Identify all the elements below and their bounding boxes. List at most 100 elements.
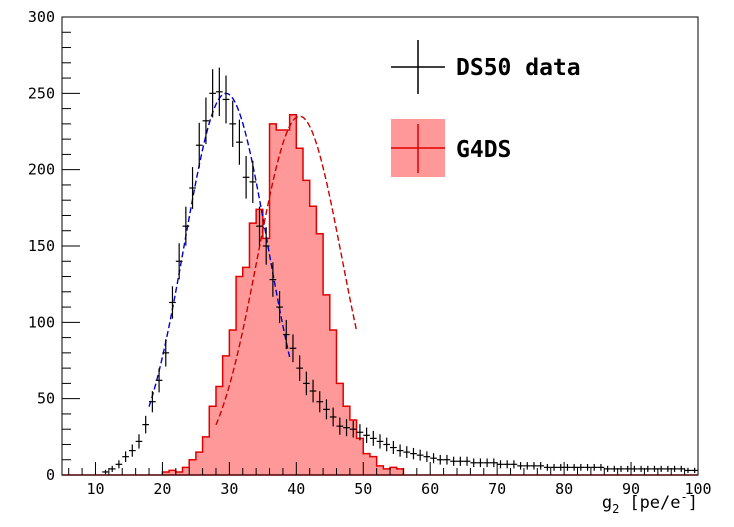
ds50-point bbox=[329, 407, 337, 427]
ds50-point bbox=[262, 227, 270, 265]
x-tick-label: 80 bbox=[555, 480, 573, 498]
ds50-point bbox=[537, 462, 545, 470]
ds50-point bbox=[383, 437, 391, 452]
ds50-point bbox=[289, 334, 297, 363]
ds50-point bbox=[202, 97, 210, 145]
ds50-point bbox=[416, 449, 424, 461]
y-tick-label: 200 bbox=[28, 161, 55, 179]
ds50-point bbox=[396, 444, 404, 457]
x-tick-label: 90 bbox=[622, 480, 640, 498]
ds50-point bbox=[651, 465, 658, 472]
ds50-point bbox=[517, 462, 524, 470]
ds50-point bbox=[544, 463, 551, 471]
ds50-point bbox=[463, 456, 471, 466]
ds50-point bbox=[677, 465, 685, 472]
x-tick-label: 10 bbox=[86, 480, 104, 498]
x-axis-title: g2 [pe/e-] bbox=[602, 490, 698, 516]
axes: 10 20 30 40 50 60 70 80 90 100 0 50 100 150 200 250 300 bbox=[28, 8, 712, 498]
ds50-point bbox=[570, 463, 578, 471]
ds50-point bbox=[149, 391, 156, 413]
plot-frame bbox=[61, 16, 699, 476]
x-tick-label: 50 bbox=[354, 480, 372, 498]
ds50-point bbox=[222, 75, 230, 124]
ds50-point bbox=[497, 460, 504, 469]
y-tick-label: 300 bbox=[28, 8, 55, 26]
ds50-point bbox=[564, 463, 571, 471]
legend-entry-ds50: DS50 data bbox=[391, 40, 581, 94]
ds50-point bbox=[597, 463, 605, 471]
ds50-point bbox=[617, 465, 625, 472]
ds50-point bbox=[336, 417, 344, 435]
legend-g4ds-label: G4DS bbox=[456, 137, 511, 163]
ds50-point bbox=[215, 67, 223, 116]
ds50-point bbox=[530, 462, 538, 470]
ds50-point bbox=[249, 160, 257, 204]
ds50-point bbox=[637, 465, 645, 472]
ds50-point bbox=[610, 465, 618, 472]
ds50-point bbox=[644, 465, 652, 472]
x-tick-label: 70 bbox=[488, 480, 506, 498]
ds50-point bbox=[363, 427, 370, 444]
ds50-point bbox=[436, 454, 444, 465]
ds50-point bbox=[483, 458, 491, 468]
ds50-point bbox=[477, 458, 484, 468]
ds50-point bbox=[236, 119, 243, 165]
ds50-point bbox=[108, 465, 116, 472]
legend: DS50 data G4DS bbox=[391, 40, 581, 177]
ds50-point bbox=[369, 430, 377, 446]
ds50-point bbox=[343, 419, 350, 437]
ds50-point bbox=[390, 441, 397, 454]
y-tick-label: 50 bbox=[37, 390, 55, 408]
ds50-point bbox=[423, 451, 431, 462]
ds50-point bbox=[450, 456, 457, 466]
ds50-point bbox=[430, 453, 437, 464]
g4ds-histogram-shape bbox=[62, 113, 698, 476]
ds50-point bbox=[309, 379, 317, 403]
ds50-point bbox=[443, 454, 451, 465]
ds50-point bbox=[550, 463, 558, 471]
ds50-point bbox=[523, 462, 531, 470]
ds50-point bbox=[590, 463, 598, 471]
ds50-point bbox=[490, 458, 498, 468]
ds50-point bbox=[209, 69, 216, 118]
ds50-point bbox=[276, 291, 283, 324]
ds50-point bbox=[175, 243, 183, 280]
ds50-point bbox=[631, 465, 638, 472]
g4ds-histogram bbox=[62, 113, 698, 476]
y-tick-label: 100 bbox=[28, 313, 55, 331]
ds50-point bbox=[470, 458, 478, 468]
ds50-point bbox=[356, 424, 364, 441]
ds50-point bbox=[510, 460, 518, 469]
ds50-point bbox=[162, 339, 170, 367]
ds50-point bbox=[557, 463, 565, 471]
y-tick-label: 150 bbox=[28, 237, 55, 255]
ds50-point bbox=[323, 399, 330, 420]
ds50-point bbox=[229, 100, 237, 148]
x-tick-label: 60 bbox=[421, 480, 439, 498]
ds50-point bbox=[169, 286, 176, 319]
ds50-point bbox=[242, 155, 250, 199]
ds50-point bbox=[410, 447, 417, 460]
x-tick-label: 40 bbox=[287, 480, 305, 498]
ds50-point bbox=[671, 465, 678, 472]
ds50-point bbox=[657, 465, 665, 472]
ds50-point bbox=[691, 467, 698, 474]
ds50-point bbox=[584, 463, 591, 471]
ds50-point bbox=[195, 122, 203, 168]
ds50-point bbox=[349, 420, 357, 438]
ds50-point bbox=[503, 460, 511, 469]
x-tick-label: 100 bbox=[684, 480, 711, 498]
y-tick-label: 0 bbox=[46, 466, 55, 484]
x-tick-label: 30 bbox=[220, 480, 238, 498]
ds50-data-points bbox=[102, 67, 698, 475]
ds50-point bbox=[577, 463, 585, 471]
ds50-point bbox=[142, 415, 150, 434]
ds50-point bbox=[604, 465, 611, 472]
ds50-point bbox=[189, 167, 196, 209]
ds50-point bbox=[303, 371, 310, 396]
ds50-point bbox=[456, 456, 464, 466]
fit-curve-g4ds bbox=[215, 115, 358, 426]
ds50-point bbox=[135, 434, 143, 449]
ds50-point bbox=[282, 319, 290, 350]
